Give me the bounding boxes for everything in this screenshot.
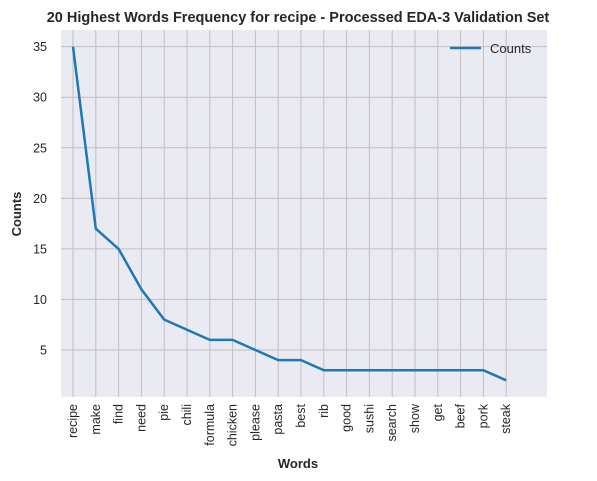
x-tick-label: get xyxy=(431,403,445,421)
x-tick-label: steak xyxy=(499,403,513,434)
y-axis-label: Counts xyxy=(9,192,24,237)
x-tick-label: good xyxy=(340,404,354,432)
plot-area xyxy=(61,30,547,397)
legend: Counts xyxy=(450,41,532,56)
y-tick-label: 10 xyxy=(33,293,47,307)
series-layer xyxy=(71,46,507,382)
x-tick-label: chicken xyxy=(226,404,240,446)
x-tick-label: please xyxy=(248,404,262,441)
y-tick-label: 35 xyxy=(33,40,47,54)
series-line-counts xyxy=(71,46,507,382)
x-tick-labels: recipe make find need pie chili formula chicken… xyxy=(66,403,513,446)
x-tick-label: show xyxy=(408,403,422,433)
x-tick-label: chili xyxy=(180,404,194,426)
x-tick-label: make xyxy=(89,404,103,435)
y-gridlines xyxy=(61,46,547,351)
x-tick-label: pie xyxy=(157,404,171,421)
y-tick-label: 20 xyxy=(33,192,47,206)
x-tick-label: pasta xyxy=(271,404,285,435)
x-tick-label: find xyxy=(112,404,126,424)
y-tick-labels: 5 10 15 20 25 30 35 xyxy=(33,40,47,357)
x-tick-label: rib xyxy=(317,404,331,418)
x-tick-label: need xyxy=(134,404,148,432)
x-tick-label: recipe xyxy=(66,404,80,438)
chart-title: 20 Highest Words Frequency for recipe - … xyxy=(47,10,550,26)
y-tick-label: 25 xyxy=(33,141,47,155)
x-tick-label: search xyxy=(385,404,399,442)
x-tick-label: sushi xyxy=(362,404,376,433)
x-tick-label: best xyxy=(294,403,308,427)
x-gridlines xyxy=(72,30,507,397)
x-axis-label: Words xyxy=(278,456,318,471)
y-tick-label: 30 xyxy=(33,91,47,105)
y-tick-label: 5 xyxy=(40,343,47,357)
x-tick-label: pork xyxy=(476,403,490,428)
x-tick-label: beef xyxy=(454,403,468,428)
x-tick-label: formula xyxy=(203,404,217,446)
y-tick-label: 15 xyxy=(33,242,47,256)
legend-label-counts: Counts xyxy=(490,41,532,56)
